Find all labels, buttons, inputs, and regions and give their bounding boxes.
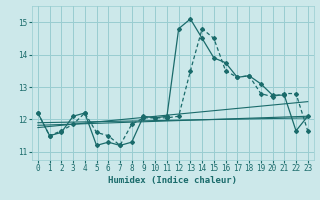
X-axis label: Humidex (Indice chaleur): Humidex (Indice chaleur) (108, 176, 237, 185)
